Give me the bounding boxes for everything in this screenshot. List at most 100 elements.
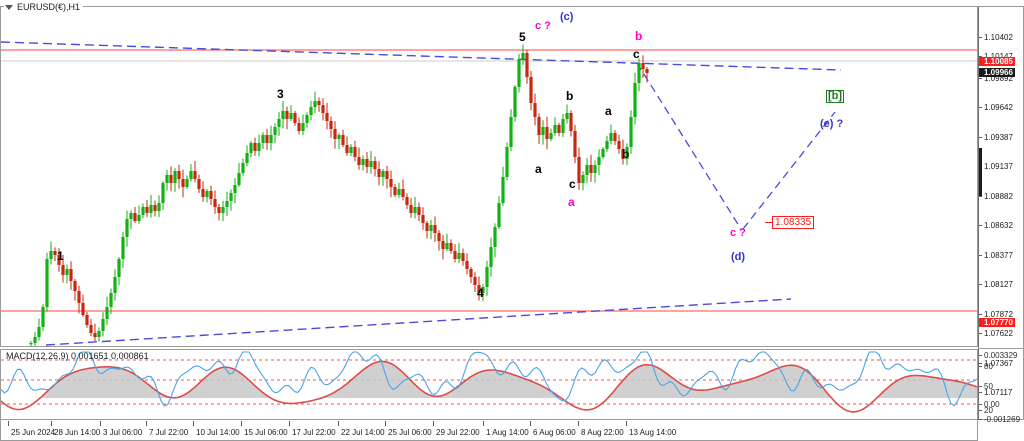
candle-body (449, 243, 453, 251)
candle-body (337, 135, 341, 139)
wave-label: 5 (519, 30, 526, 44)
candle-body (641, 63, 645, 69)
candle-body (177, 171, 181, 179)
candle-body (257, 143, 261, 151)
candle-body (453, 251, 457, 259)
candle-body (505, 147, 509, 177)
candle-body (213, 199, 217, 207)
candle-body (217, 207, 221, 213)
candle-body (601, 149, 605, 157)
time-axis[interactable]: 25 Jun 2024 28 Jun 14:00 3 Jul 06:00 7 Jul … (0, 420, 978, 441)
candle-body (393, 187, 397, 195)
wave-label: 4 (477, 286, 484, 300)
candle-body (281, 111, 285, 119)
time-axis-tick: 15 Jul 06:00 (241, 421, 288, 437)
wave-label: a (535, 162, 542, 176)
candle-body (301, 123, 305, 131)
candle-body (513, 87, 517, 117)
candle-body (169, 175, 173, 183)
time-axis-tick: 28 Jun 14:00 (50, 421, 101, 437)
candle-body (369, 161, 373, 167)
price-axis-tick: 1.08377 (979, 251, 1013, 260)
price-chart-plot[interactable] (1, 7, 977, 346)
price-axis-tick: 1.09137 (979, 162, 1013, 171)
candle-body (585, 165, 589, 175)
projection-leg-down (636, 62, 742, 230)
candle-body (577, 157, 581, 183)
candle-body (485, 267, 489, 287)
candle-body (461, 253, 465, 261)
macd-main-line (1, 351, 977, 407)
candle-body (497, 203, 501, 227)
price-scale-handle[interactable] (979, 148, 982, 196)
candle-body (557, 125, 561, 133)
symbol-label: EURUSD(€),H1 (17, 2, 81, 12)
candle-body (241, 163, 245, 173)
macd-svg (1, 351, 977, 413)
projection-leg-up (742, 111, 836, 230)
macd-axis-tick: 0.00 (979, 400, 1000, 409)
time-axis-tick: 29 Jul 22:00 (433, 421, 480, 437)
wave-label: b (622, 147, 630, 161)
candle-body (129, 213, 133, 219)
candle-body (185, 179, 189, 187)
candle-body (645, 69, 649, 73)
candle-body (365, 159, 369, 167)
candle-body (385, 171, 389, 179)
candle-body (233, 185, 237, 193)
candle-body (417, 207, 421, 215)
candle-body (425, 223, 429, 231)
candle-body (157, 203, 161, 211)
candle-body (137, 215, 141, 221)
candle-body (377, 169, 381, 177)
candle-body (357, 157, 361, 165)
symbol-bar[interactable]: EURUSD(€),H1 (4, 0, 84, 14)
candle-body (125, 219, 129, 237)
candle-body (201, 189, 205, 197)
candle-body (265, 135, 269, 143)
candle-body (621, 149, 625, 159)
candle-body (521, 53, 525, 59)
price-axis-tick: 1.09966 (979, 68, 1015, 77)
candle-body (145, 207, 149, 213)
wave-label: c ? (535, 20, 551, 32)
time-axis-tick: 13 Aug 14:00 (625, 421, 677, 437)
wave-label: [b] (826, 90, 845, 103)
candle-body (517, 59, 521, 87)
macd-axis-tick: -0.001269 (979, 415, 1020, 424)
time-axis-tick: 10 Jul 14:00 (193, 421, 240, 437)
candle-body (105, 307, 109, 319)
candle-body (293, 113, 297, 123)
candle-body (573, 131, 577, 157)
candle-body (85, 315, 89, 325)
candle-body (481, 287, 485, 293)
candle-body (61, 265, 65, 275)
candle-body (381, 171, 385, 177)
candle-body (29, 343, 33, 345)
candle-body (277, 119, 281, 127)
candle-body (245, 153, 249, 163)
candle-body (49, 251, 53, 259)
candle-body (57, 255, 61, 265)
time-axis-tick: 25 Jun 2024 (7, 421, 56, 437)
wave-label: (d) (731, 251, 746, 263)
axis-separator (978, 348, 1024, 349)
price-axis-tick: 1.09642 (979, 103, 1013, 112)
candle-body (541, 127, 545, 135)
chevron-down-icon[interactable] (5, 4, 13, 10)
candle-body (345, 145, 349, 153)
time-axis-tick: 8 Aug 22:00 (578, 421, 624, 437)
candle-body (549, 133, 553, 139)
candle-body (329, 121, 333, 129)
candle-body (109, 293, 113, 307)
candle-body (565, 113, 569, 119)
macd-plot[interactable] (1, 350, 977, 419)
candle-body (537, 117, 541, 135)
candle-body (41, 307, 45, 327)
candlestick-series (29, 44, 649, 346)
candle-body (593, 165, 597, 173)
price-target-flag: 1.08335 (772, 216, 815, 229)
candle-body (325, 113, 329, 121)
candle-body (413, 207, 417, 213)
